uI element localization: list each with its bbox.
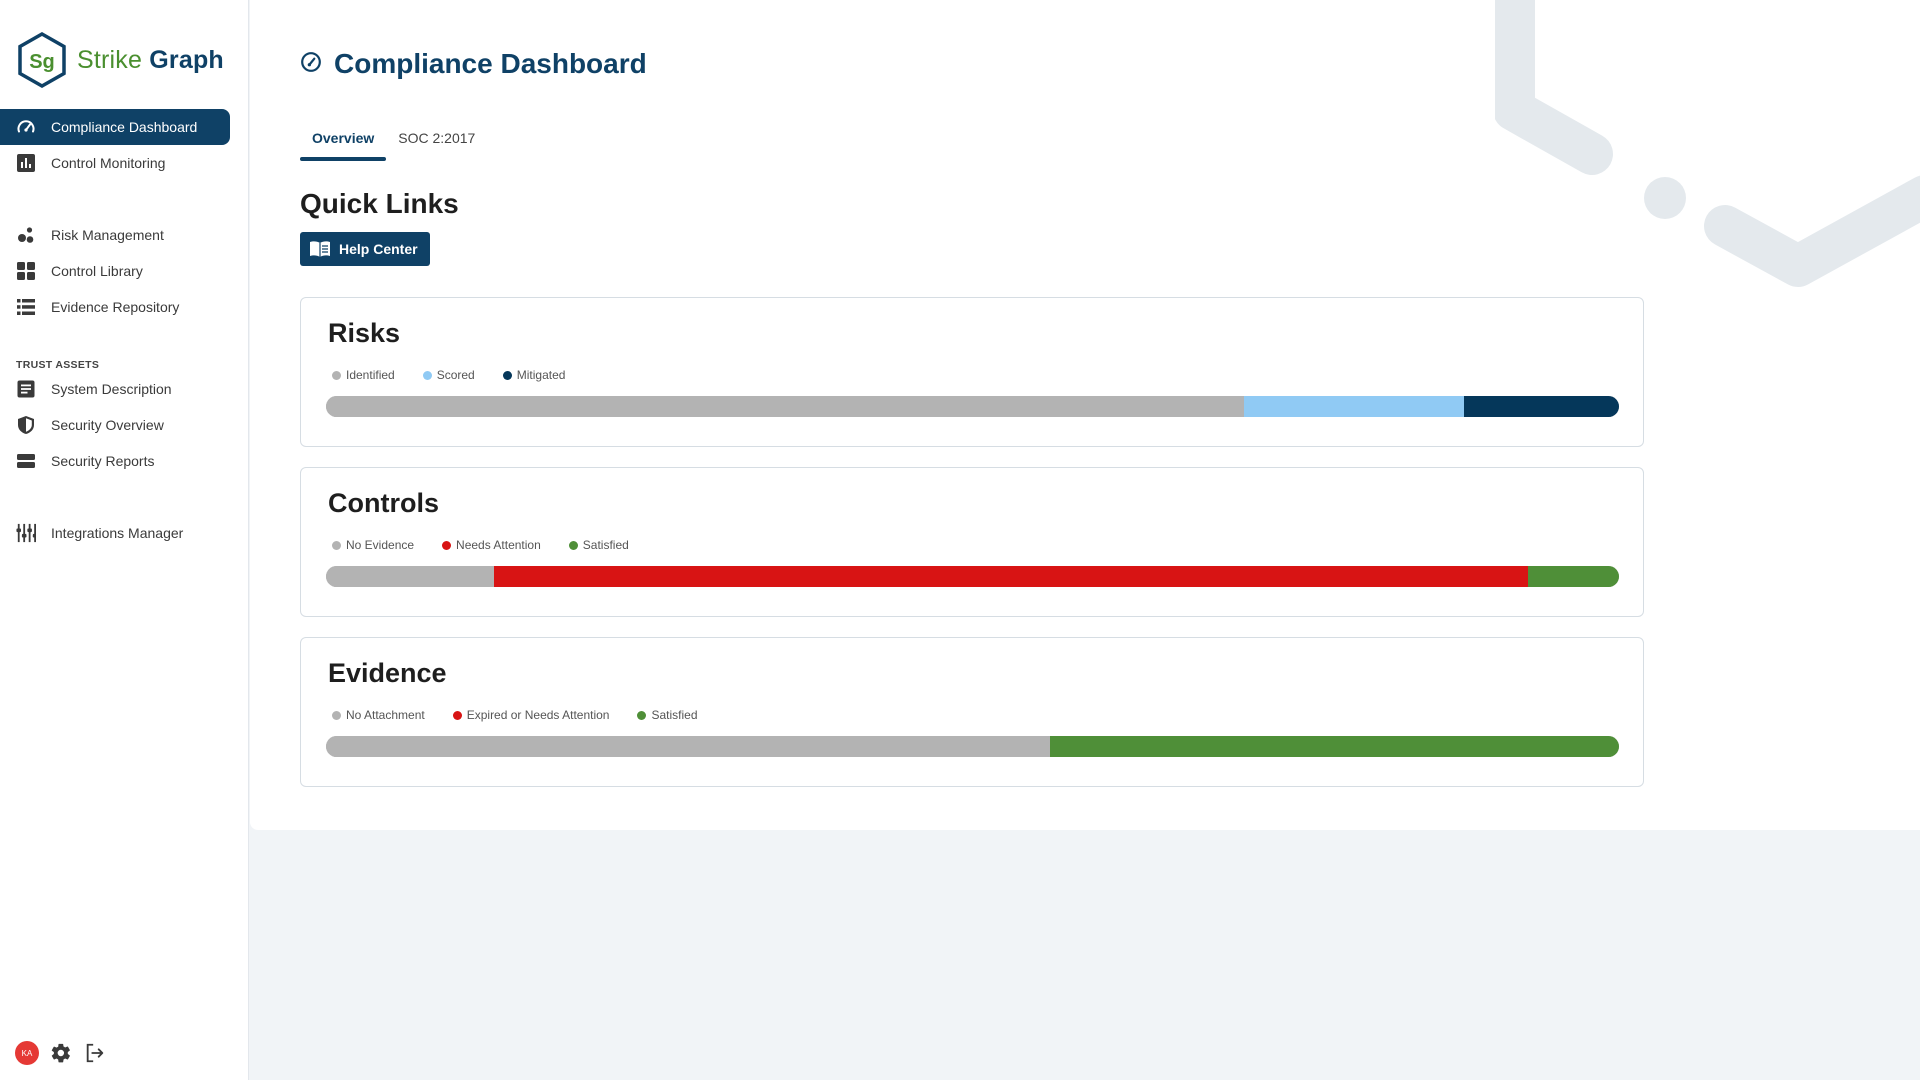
section-label-trust-assets: TRUST ASSETS <box>16 359 100 371</box>
logo-mark: Sg <box>29 51 55 73</box>
legend-label: Expired or Needs Attention <box>466 708 610 722</box>
page-title: Compliance Dashboard <box>300 48 647 80</box>
bar-segment-no-attachment <box>326 736 1051 757</box>
risks-progress-bar <box>326 396 1619 417</box>
bar-segment-scored <box>1244 396 1464 417</box>
legend-label: Satisfied <box>651 708 698 722</box>
bar-segment-no-evidence <box>326 566 495 587</box>
help-center-label: Help Center <box>339 241 418 257</box>
sidebar-item-security-overview[interactable]: Security Overview <box>0 407 230 443</box>
help-center-button[interactable]: Help Center <box>300 232 430 266</box>
quick-links-title: Quick Links <box>300 188 459 219</box>
gauge-icon <box>16 117 36 137</box>
legend-item-identified: Identified <box>332 368 395 382</box>
legend-item-no-attachment: No Attachment <box>332 708 425 722</box>
legend-dot <box>422 370 432 380</box>
bar-segment-mitigated <box>1463 396 1619 417</box>
legend-dot <box>442 540 452 550</box>
legend-item-satisfied: Satisfied <box>568 538 629 552</box>
main-panel: Compliance Dashboard Overview SOC 2:2017… <box>250 0 1920 830</box>
gear-icon[interactable] <box>49 1041 73 1065</box>
sidebar-item-evidence-repository[interactable]: Evidence Repository <box>0 289 230 325</box>
sidebar-item-security-reports[interactable]: Security Reports <box>0 443 230 479</box>
legend-item-scored: Scored <box>422 368 475 382</box>
book-icon <box>309 240 331 258</box>
sidebar-item-risk-management[interactable]: Risk Management <box>0 217 230 253</box>
legend-item-needs-attention: Needs Attention <box>442 538 541 552</box>
sidebar-item-control-monitoring[interactable]: Control Monitoring <box>0 145 230 181</box>
legend-dot <box>502 370 512 380</box>
legend-label: Identified <box>346 368 395 382</box>
risks-legend: Identified Scored Mitigated <box>332 368 593 382</box>
bar-segment-satisfied <box>1050 736 1619 757</box>
card-title: Evidence <box>328 658 447 688</box>
sidebar-item-label: Integrations Manager <box>51 525 184 541</box>
legend-dot <box>568 540 578 550</box>
sidebar-item-control-library[interactable]: Control Library <box>0 253 230 289</box>
legend-dot <box>332 370 341 380</box>
tab-bar: Overview SOC 2:2017 <box>300 125 487 163</box>
sidebar-footer: KA <box>15 1041 107 1065</box>
sidebar-item-label: Compliance Dashboard <box>51 119 198 135</box>
bar-segment-identified <box>326 396 1245 417</box>
legend-label: Needs Attention <box>456 538 541 552</box>
controls-progress-bar <box>326 566 1619 587</box>
bar-chart-icon <box>16 153 36 173</box>
legend-item-expired-or-needs-attention: Expired or Needs Attention <box>452 708 610 722</box>
tab-overview[interactable]: Overview <box>300 125 387 163</box>
logo-word-graph: Graph <box>149 45 224 74</box>
decorative-hexagon-graphic <box>1495 0 1920 287</box>
legend-label: No Attachment <box>346 708 425 722</box>
logo-text: Strike Graph <box>77 46 224 75</box>
controls-card: Controls No Evidence Needs Attention Sat… <box>300 467 1644 617</box>
gauge-icon <box>300 51 322 78</box>
sidebar-item-label: Control Library <box>51 263 143 279</box>
sidebar-item-label: Evidence Repository <box>51 299 180 315</box>
sidebar-item-system-description[interactable]: System Description <box>0 371 230 407</box>
legend-item-mitigated: Mitigated <box>502 368 566 382</box>
sidebar-item-label: System Description <box>51 381 172 397</box>
legend-label: Satisfied <box>582 538 629 552</box>
list-icon <box>16 297 36 317</box>
logo-hexagon-icon: Sg <box>18 32 66 88</box>
bubbles-icon <box>16 225 36 245</box>
document-icon <box>16 379 36 399</box>
controls-legend: No Evidence Needs Attention Satisfied <box>332 538 657 552</box>
shield-icon <box>16 415 36 435</box>
risks-card: Risks Identified Scored Mitigated <box>300 297 1644 447</box>
legend-label: No Evidence <box>346 538 415 552</box>
card-title: Controls <box>328 488 439 518</box>
sidebar-item-label: Control Monitoring <box>51 155 166 171</box>
sidebar-item-integrations-manager[interactable]: Integrations Manager <box>0 515 230 551</box>
bar-segment-satisfied <box>1528 566 1619 587</box>
legend-dot <box>452 710 462 720</box>
page-title-text: Compliance Dashboard <box>334 48 647 79</box>
sidebar-item-label: Security Reports <box>51 453 155 469</box>
sidebar-item-compliance-dashboard[interactable]: Compliance Dashboard <box>0 109 230 145</box>
logo-word-strike: Strike <box>77 45 143 74</box>
card-title: Risks <box>328 318 401 348</box>
sidebar-item-label: Risk Management <box>51 227 164 243</box>
legend-item-satisfied: Satisfied <box>637 708 698 722</box>
legend-item-no-evidence: No Evidence <box>332 538 414 552</box>
evidence-legend: No Attachment Expired or Needs Attention… <box>332 708 726 722</box>
legend-label: Scored <box>436 368 475 382</box>
avatar[interactable]: KA <box>15 1041 39 1065</box>
logo[interactable]: Sg Strike Graph <box>17 32 224 88</box>
sidebar-item-label: Security Overview <box>51 417 164 433</box>
legend-dot <box>637 710 647 720</box>
bar-segment-needs-attention <box>494 566 1529 587</box>
logout-icon[interactable] <box>83 1041 107 1065</box>
legend-label: Mitigated <box>516 368 566 382</box>
legend-dot <box>332 710 341 720</box>
legend-dot <box>332 540 341 550</box>
evidence-progress-bar <box>326 736 1619 757</box>
sidebar: Sg Strike Graph Compliance Dashboard Con… <box>0 0 249 1080</box>
grid-icon <box>16 261 36 281</box>
evidence-card: Evidence No Attachment Expired or Needs … <box>300 637 1644 787</box>
storage-icon <box>16 451 36 471</box>
tab-soc2-2017[interactable]: SOC 2:2017 <box>398 130 476 146</box>
sliders-icon <box>16 523 36 543</box>
